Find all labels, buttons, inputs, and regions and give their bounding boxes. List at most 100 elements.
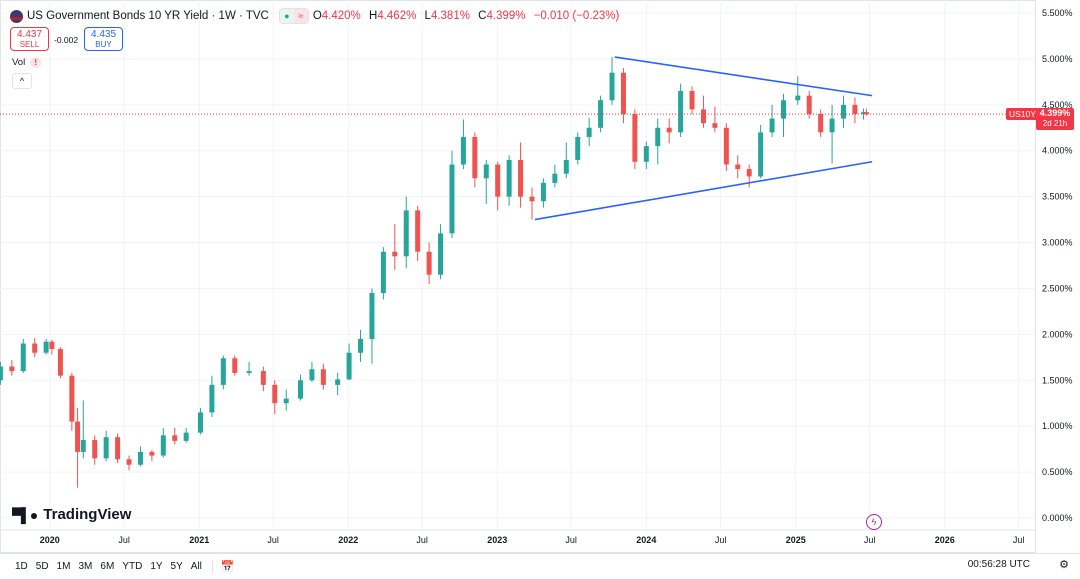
- price-chart[interactable]: 5.500% 5.000% 4.500% 4.000% 3.500% 3.000% 2.50…: [0, 0, 1080, 553]
- candle-body: [335, 379, 341, 385]
- volume-label: Vol: [12, 57, 26, 68]
- candle-body: [246, 371, 252, 373]
- market-open-icon[interactable]: ●: [279, 9, 294, 23]
- candle-body: [841, 104, 847, 119]
- x-tick-label: Jul: [1013, 535, 1025, 545]
- candle-body: [92, 439, 98, 459]
- chevron-up-icon[interactable]: ^: [12, 73, 32, 89]
- candle-body: [20, 343, 26, 372]
- candle-body: [320, 369, 326, 385]
- chart-header: US Government Bonds 10 YR Yield · 1W · T…: [10, 8, 619, 24]
- x-tick-label: 2024: [636, 535, 656, 545]
- volume-legend[interactable]: Vol !: [12, 57, 42, 68]
- x-tick-label: Jul: [565, 535, 577, 545]
- candle-body: [818, 114, 824, 133]
- x-tick-label: Jul: [864, 535, 876, 545]
- candle-body: [700, 109, 706, 124]
- calendar-icon[interactable]: 📅: [220, 561, 235, 573]
- candle-body: [563, 159, 569, 174]
- tradingview-logo-icon: ▀▌●: [12, 506, 38, 523]
- us-flag-icon: [10, 9, 23, 23]
- timeframe-5y[interactable]: 5Y: [170, 561, 183, 572]
- x-tick-label: Jul: [118, 535, 130, 545]
- candle-body: [655, 127, 661, 147]
- candle-body: [358, 338, 364, 353]
- x-tick-label: 2025: [786, 535, 806, 545]
- candle-body: [632, 114, 638, 162]
- candle-body: [758, 132, 764, 177]
- y-tick-label: 4.000%: [1042, 146, 1073, 156]
- y-tick-label: 0.000%: [1042, 513, 1073, 523]
- timeframe-1d[interactable]: 1D: [15, 561, 28, 572]
- buy-label: BUY: [95, 40, 112, 49]
- candle-body: [183, 432, 189, 441]
- candle-body: [861, 112, 867, 114]
- lightning-icon[interactable]: ϟ: [866, 514, 882, 530]
- x-tick-label: 2020: [40, 535, 60, 545]
- x-tick-label: Jul: [715, 535, 727, 545]
- timeframe-all[interactable]: All: [190, 561, 202, 572]
- divider: [211, 559, 213, 574]
- change-value: −0.010 (−0.23%): [533, 10, 620, 22]
- timeframe-5d[interactable]: 5D: [35, 561, 49, 572]
- tradingview-logo[interactable]: ▀▌● TradingView: [12, 506, 131, 523]
- y-tick-label: 1.500%: [1042, 375, 1073, 385]
- candle-body: [449, 164, 455, 234]
- candle-body: [852, 104, 858, 114]
- candle-body: [806, 95, 812, 114]
- timeframe-3m[interactable]: 3M: [78, 561, 93, 572]
- candle-body: [172, 435, 178, 441]
- timeframe-1m[interactable]: 1M: [56, 561, 71, 572]
- sell-button[interactable]: 4.437 SELL: [10, 27, 49, 51]
- candle-body: [712, 123, 718, 128]
- timeframe-6m[interactable]: 6M: [100, 561, 115, 572]
- buy-button[interactable]: 4.435 BUY: [84, 27, 123, 51]
- candle-body: [126, 459, 132, 465]
- candle-body: [518, 159, 524, 197]
- bar-countdown: 2d 21h: [1042, 119, 1068, 129]
- y-tick-label: 4.500%: [1042, 100, 1073, 110]
- candle-body: [735, 164, 741, 170]
- candle-body: [540, 182, 546, 202]
- candle-body: [297, 380, 303, 399]
- trendline: [534, 160, 873, 221]
- candle-body: [723, 127, 729, 165]
- candle-body: [0, 366, 3, 381]
- candle-body: [9, 366, 15, 372]
- candle-body: [575, 136, 581, 160]
- timeframe-ytd[interactable]: YTD: [122, 561, 143, 572]
- candle-body: [75, 421, 81, 452]
- candle-body: [160, 435, 166, 456]
- gear-icon[interactable]: ⚙: [1059, 559, 1069, 571]
- candle-body: [137, 451, 143, 465]
- candle-body: [795, 95, 801, 101]
- last-price: 4.399%: [1039, 108, 1071, 119]
- candle-body: [260, 371, 266, 385]
- candle-body: [780, 100, 786, 119]
- candle-body: [552, 173, 558, 183]
- utc-clock[interactable]: 00:56:28 UTC: [967, 559, 1030, 570]
- candle-body: [495, 164, 501, 197]
- compare-icon[interactable]: ≈: [293, 9, 308, 23]
- candle-body: [529, 196, 535, 202]
- x-tick-label: 2022: [338, 535, 358, 545]
- warning-icon[interactable]: !: [30, 57, 42, 68]
- y-tick-label: 0.500%: [1042, 467, 1073, 477]
- candle-body: [69, 375, 75, 422]
- indicator-toggles[interactable]: ● ≈: [278, 8, 309, 24]
- candle-body: [309, 369, 315, 381]
- y-tick-label: 3.500%: [1042, 192, 1073, 202]
- last-price-tag: 4.399% 2d 21h: [1036, 108, 1074, 131]
- candle-body: [829, 118, 835, 133]
- timeframe-1y[interactable]: 1Y: [150, 561, 163, 572]
- candle-body: [220, 358, 226, 385]
- y-tick-label: 5.000%: [1042, 54, 1073, 64]
- symbol-title[interactable]: US Government Bonds 10 YR Yield · 1W · T…: [27, 10, 269, 22]
- trendline: [614, 56, 873, 97]
- candle-body: [666, 127, 672, 133]
- candle-body: [438, 233, 444, 275]
- logo-text: TradingView: [43, 506, 132, 523]
- candle-body: [586, 127, 592, 137]
- candle-body: [483, 164, 489, 179]
- y-tick-label: 3.000%: [1042, 238, 1073, 248]
